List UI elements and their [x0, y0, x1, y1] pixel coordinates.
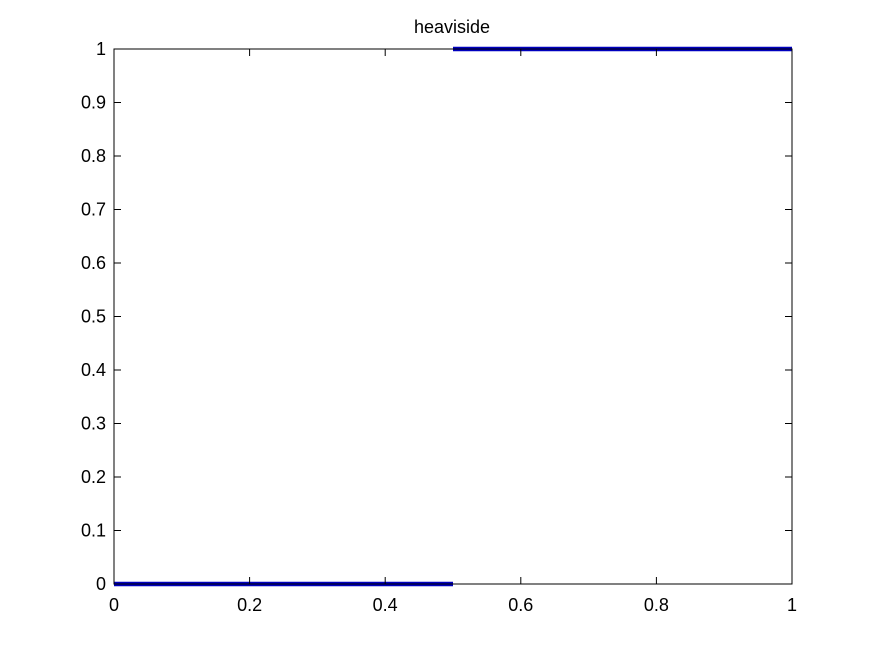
y-tick-label-7: 0.7 — [81, 200, 106, 220]
y-tick-label-3: 0.3 — [81, 414, 106, 434]
y-tick-label-8: 0.8 — [81, 146, 106, 166]
x-tick-label-0: 0 — [109, 595, 119, 615]
x-tick-label-5: 1 — [787, 595, 797, 615]
y-tick-label-6: 0.6 — [81, 253, 106, 273]
x-tick-label-4: 0.8 — [644, 595, 669, 615]
y-tick-label-0: 0 — [96, 574, 106, 594]
x-tick-label-1: 0.2 — [237, 595, 262, 615]
x-tick-label-2: 0.4 — [373, 595, 398, 615]
chart-title: heaviside — [414, 17, 490, 37]
y-tick-label-5: 0.5 — [81, 307, 106, 327]
x-tick-label-3: 0.6 — [508, 595, 533, 615]
plot-area — [114, 46, 792, 587]
y-tick-label-4: 0.4 — [81, 360, 106, 380]
axes: 0 0.2 0.4 0.6 0.8 1 0 0.1 0.2 0.3 0.4 0.5 0.6 0.7 0.8 0… — [81, 39, 797, 615]
y-tick-label-10: 1 — [96, 39, 106, 59]
y-tick-label-1: 0.1 — [81, 521, 106, 541]
y-tick-label-9: 0.9 — [81, 93, 106, 113]
axes-box — [113, 48, 793, 585]
y-tick-label-2: 0.2 — [81, 467, 106, 487]
